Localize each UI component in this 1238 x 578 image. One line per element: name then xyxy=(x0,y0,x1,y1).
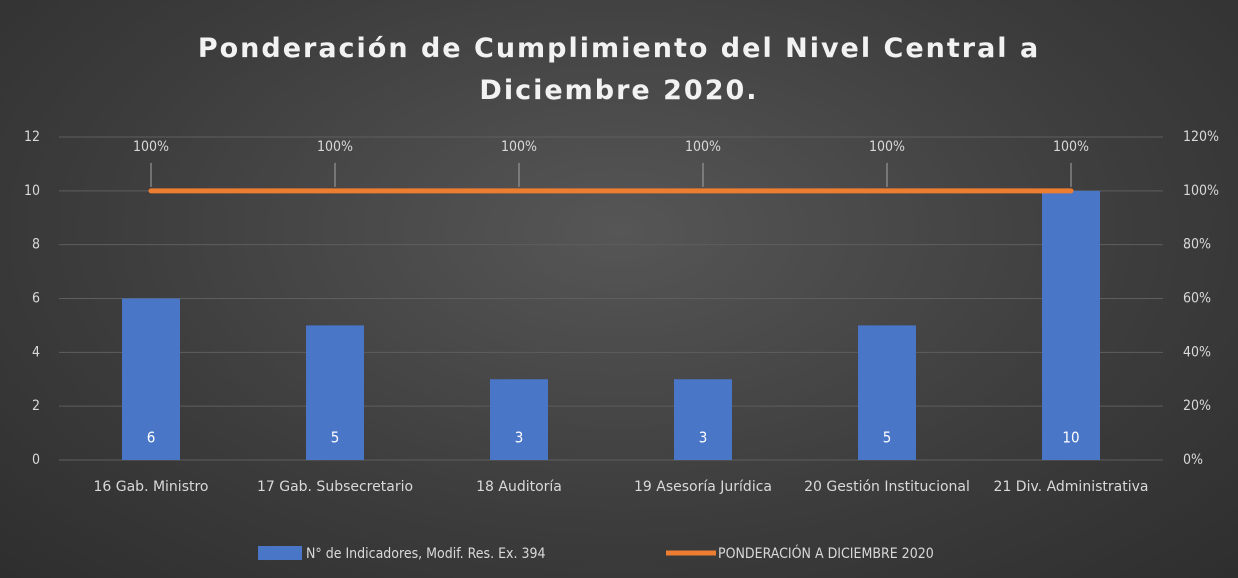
legend-swatch xyxy=(258,546,302,560)
x-tick-label: 16 Gab. Ministro xyxy=(93,479,209,495)
data-label: 3 xyxy=(515,429,524,447)
x-tick-label: 18 Auditoría xyxy=(476,479,562,495)
y-tick-label: 4 xyxy=(32,344,40,360)
bar xyxy=(490,379,548,460)
y-tick-label: 10 xyxy=(24,183,40,199)
data-label: 100% xyxy=(869,139,905,155)
x-tick-label: 21 Div. Administrativa xyxy=(993,479,1149,495)
y2-tick-label: 100% xyxy=(1183,183,1219,199)
x-tick-label: 17 Gab. Subsecretario xyxy=(256,479,414,495)
bar xyxy=(674,379,732,460)
data-label: 3 xyxy=(699,429,708,447)
y2-tick-label: 40% xyxy=(1183,344,1211,360)
bar xyxy=(306,325,364,460)
y-tick-label: 6 xyxy=(32,291,40,307)
y2-tick-label: 0% xyxy=(1183,452,1203,468)
bar xyxy=(122,298,180,460)
y-tick-label: 12 xyxy=(24,129,40,145)
y2-tick-label: 60% xyxy=(1183,291,1211,307)
data-label: 6 xyxy=(147,429,156,447)
data-label: 100% xyxy=(685,139,721,155)
data-label: 100% xyxy=(1053,139,1089,155)
x-tick-label: 19 Asesoría Jurídica xyxy=(634,479,772,495)
data-label: 10 xyxy=(1062,429,1079,447)
data-label: 5 xyxy=(883,429,892,447)
y2-tick-label: 20% xyxy=(1183,398,1211,414)
data-label: 100% xyxy=(501,139,537,155)
chart-title: Ponderación de Cumplimiento del Nivel Ce… xyxy=(197,33,1041,106)
legend-label: PONDERACIÓN A DICIEMBRE 2020 xyxy=(718,544,934,562)
data-label: 100% xyxy=(133,139,169,155)
data-label: 5 xyxy=(331,429,340,447)
x-tick-label: 20 Gestión Institucional xyxy=(804,479,970,495)
y2-tick-label: 120% xyxy=(1183,129,1219,145)
legend-label: N° de Indicadores, Modif. Res. Ex. 394 xyxy=(306,546,546,562)
data-label: 100% xyxy=(317,139,353,155)
bar xyxy=(1042,190,1100,461)
y-tick-label: 2 xyxy=(32,398,40,414)
y-tick-label: 8 xyxy=(32,237,40,253)
bar xyxy=(858,325,916,460)
y2-tick-label: 80% xyxy=(1183,237,1211,253)
y-tick-label: 0 xyxy=(32,452,40,468)
